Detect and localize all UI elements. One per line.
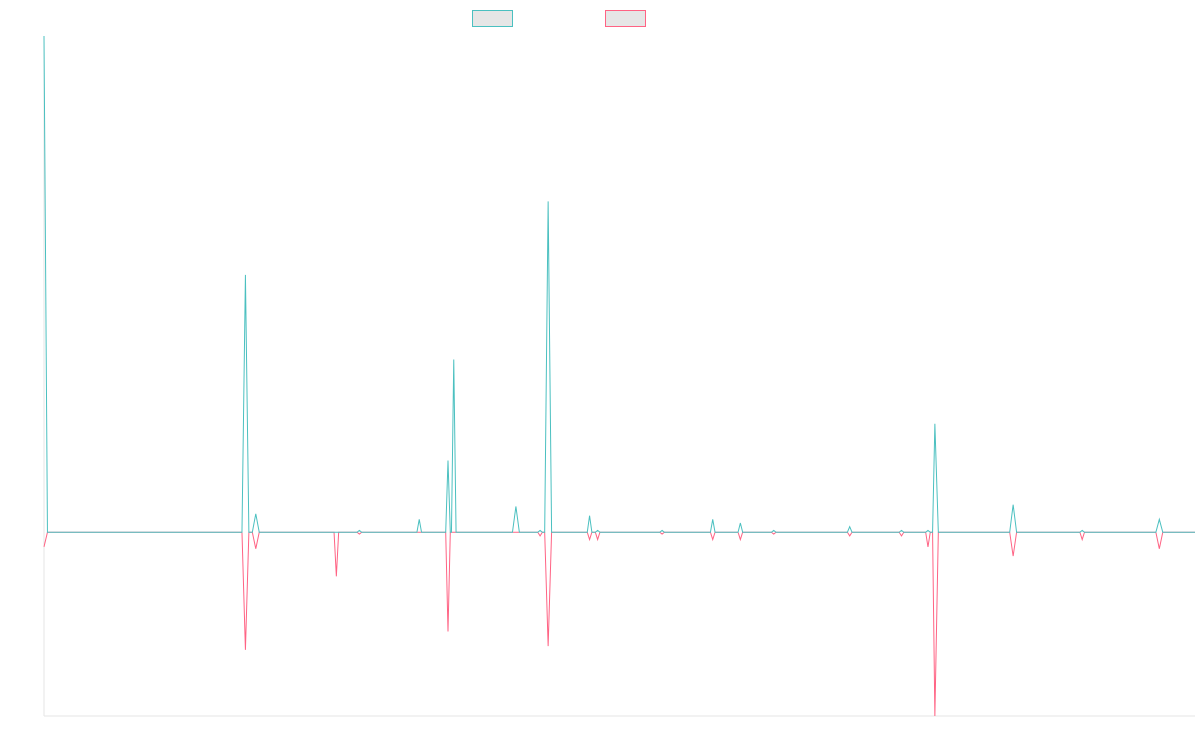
legend-swatch-1 [472,10,513,27]
legend-item-2[interactable] [605,10,646,27]
series-group [43,35,1195,717]
legend [472,10,646,27]
series-line-1 [43,35,1195,533]
axes [43,36,1195,717]
legend-item-1[interactable] [472,10,513,27]
legend-swatch-2 [605,10,646,27]
series-line-2 [43,531,1195,717]
